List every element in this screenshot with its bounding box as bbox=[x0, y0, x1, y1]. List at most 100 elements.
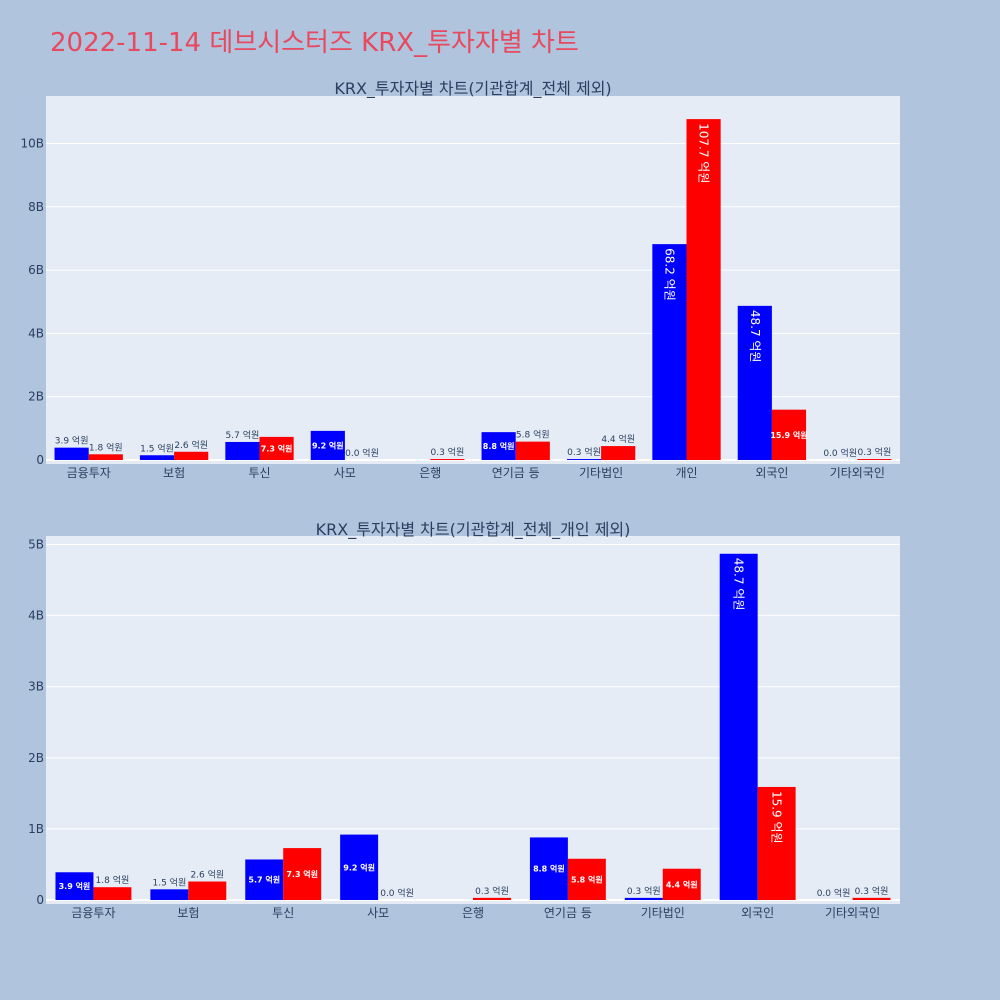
data-label: 15.9 억원 bbox=[770, 791, 784, 844]
bar-sell bbox=[567, 858, 606, 900]
x-tick-label: 금융투자 bbox=[71, 906, 115, 920]
x-tick-label: 기타외국인 bbox=[830, 466, 885, 480]
bar-buy bbox=[55, 872, 94, 900]
data-label: 1.8 억원 bbox=[89, 441, 123, 453]
data-label: 5.8 억원 bbox=[516, 429, 550, 441]
data-label: 8.8 억원 bbox=[483, 441, 515, 451]
bar-buy bbox=[245, 859, 284, 900]
x-tick-label: 개인 bbox=[675, 466, 697, 480]
data-label: 7.3 억원 bbox=[286, 869, 318, 879]
bar-sell bbox=[857, 459, 892, 460]
data-label: 0.3 억원 bbox=[855, 885, 889, 897]
bar-buy bbox=[340, 834, 379, 900]
x-tick-label: 보험 bbox=[163, 466, 185, 480]
bar-buy bbox=[481, 432, 516, 460]
data-label: 0.3 억원 bbox=[431, 446, 465, 458]
data-label: 48.7 억원 bbox=[732, 558, 746, 611]
x-tick-label: 은행 bbox=[419, 465, 441, 480]
bar-buy bbox=[652, 244, 687, 460]
data-label: 8.8 억원 bbox=[533, 864, 565, 874]
data-label: 1.5 억원 bbox=[152, 876, 186, 888]
y-tick-label: 8B bbox=[28, 200, 44, 214]
x-tick-label: 기타법인 bbox=[579, 466, 623, 480]
data-label: 0.0 억원 bbox=[345, 447, 379, 459]
data-label: 48.7 억원 bbox=[748, 310, 762, 363]
data-label: 0.3 억원 bbox=[858, 446, 892, 458]
chart-2: 0 1B 2B 3B 4B 5B KRX_투자자별 차트(기관합계_전체_개인 제외) 금융투… bbox=[28, 520, 900, 920]
bar-sell bbox=[515, 441, 550, 460]
chart-title: KRX_투자자별 차트(기관합계_전체 제외) bbox=[334, 79, 611, 99]
x-tick-label: 연기금 등 bbox=[492, 466, 540, 480]
bar-buy bbox=[54, 447, 89, 460]
y-tick-label: 6B bbox=[28, 263, 44, 277]
data-label: 5.7 억원 bbox=[226, 429, 260, 441]
data-label: 0.3 억원 bbox=[567, 446, 601, 458]
bar-sell bbox=[174, 451, 209, 460]
data-label: 2.6 억원 bbox=[174, 439, 208, 451]
y-tick-label: 0 bbox=[36, 893, 44, 907]
bar-sell bbox=[473, 897, 511, 900]
data-label: 3.9 억원 bbox=[59, 881, 91, 891]
bar-buy bbox=[225, 441, 260, 460]
bar-sell bbox=[88, 454, 123, 460]
bar-sell bbox=[771, 409, 807, 460]
x-tick-label: 기타법인 bbox=[641, 906, 685, 920]
x-tick-label: 보험 bbox=[177, 906, 199, 920]
data-label: 9.2 억원 bbox=[343, 862, 375, 872]
plot-area bbox=[46, 96, 900, 464]
data-label: 9.2 억원 bbox=[312, 440, 344, 450]
chart-1: 0 2B 4B 6B 8B 10B KRX_투자자별 차트(기관합계_전체 제외) 금융투자 3… bbox=[20, 79, 900, 480]
data-label: 7.3 억원 bbox=[261, 443, 293, 453]
bar-sell bbox=[93, 887, 132, 900]
bar-buy bbox=[624, 897, 663, 900]
bar-sell bbox=[686, 119, 721, 461]
data-label: 4.4 억원 bbox=[666, 879, 698, 889]
x-tick-label: 투신 bbox=[248, 466, 270, 480]
data-label: 5.8 억원 bbox=[571, 874, 603, 884]
y-tick-label: 1B bbox=[28, 822, 44, 836]
data-label: 0.0 억원 bbox=[380, 887, 414, 899]
data-label: 0.0 억원 bbox=[823, 447, 857, 459]
bar-sell bbox=[430, 459, 465, 460]
data-label: 1.5 억원 bbox=[140, 442, 174, 454]
y-tick-label: 4B bbox=[28, 609, 44, 623]
x-tick-label: 투신 bbox=[272, 906, 294, 920]
bar-sell bbox=[188, 881, 227, 900]
data-label: 1.8 억원 bbox=[96, 874, 130, 886]
data-label: 2.6 억원 bbox=[190, 869, 224, 881]
y-tick-label: 0 bbox=[36, 453, 44, 467]
bar-buy bbox=[139, 455, 175, 460]
data-label: 0.3 억원 bbox=[627, 885, 661, 897]
x-tick-label: 사모 bbox=[367, 906, 389, 920]
x-tick-label: 금융투자 bbox=[67, 466, 111, 480]
x-tick-label: 기타외국인 bbox=[825, 906, 880, 920]
bar-buy bbox=[566, 459, 602, 460]
y-tick-label: 4B bbox=[28, 326, 44, 340]
bar-buy bbox=[150, 889, 189, 900]
bar-sell bbox=[662, 868, 701, 900]
x-tick-label: 사모 bbox=[334, 466, 356, 480]
y-tick-label: 3B bbox=[28, 680, 44, 694]
y-tick-label: 2B bbox=[28, 390, 44, 404]
chart-title: KRX_투자자별 차트(기관합계_전체_개인 제외) bbox=[316, 520, 631, 540]
data-label: 3.9 억원 bbox=[55, 435, 89, 447]
data-label: 5.7 억원 bbox=[248, 875, 280, 885]
bar-buy bbox=[737, 305, 772, 460]
bar-buy bbox=[310, 430, 345, 460]
data-label: 4.4 억원 bbox=[601, 433, 635, 445]
bar-buy bbox=[529, 837, 568, 900]
x-tick-label: 외국인 bbox=[741, 906, 774, 920]
x-tick-label: 연기금 등 bbox=[544, 906, 592, 920]
page-title: 2022-11-14 데브시스터즈 KRX_투자자별 차트 bbox=[50, 28, 579, 58]
data-label: 68.2 억원 bbox=[662, 248, 676, 301]
data-label: 15.9 억원 bbox=[770, 430, 807, 440]
bar-sell bbox=[852, 897, 891, 900]
bar-buy bbox=[719, 553, 758, 900]
y-tick-label: 5B bbox=[28, 538, 44, 552]
x-tick-label: 외국인 bbox=[755, 466, 788, 480]
bar-sell bbox=[757, 786, 796, 900]
data-label: 0.3 억원 bbox=[475, 885, 509, 897]
y-tick-label: 2B bbox=[28, 751, 44, 765]
x-tick-label: 은행 bbox=[462, 905, 484, 920]
